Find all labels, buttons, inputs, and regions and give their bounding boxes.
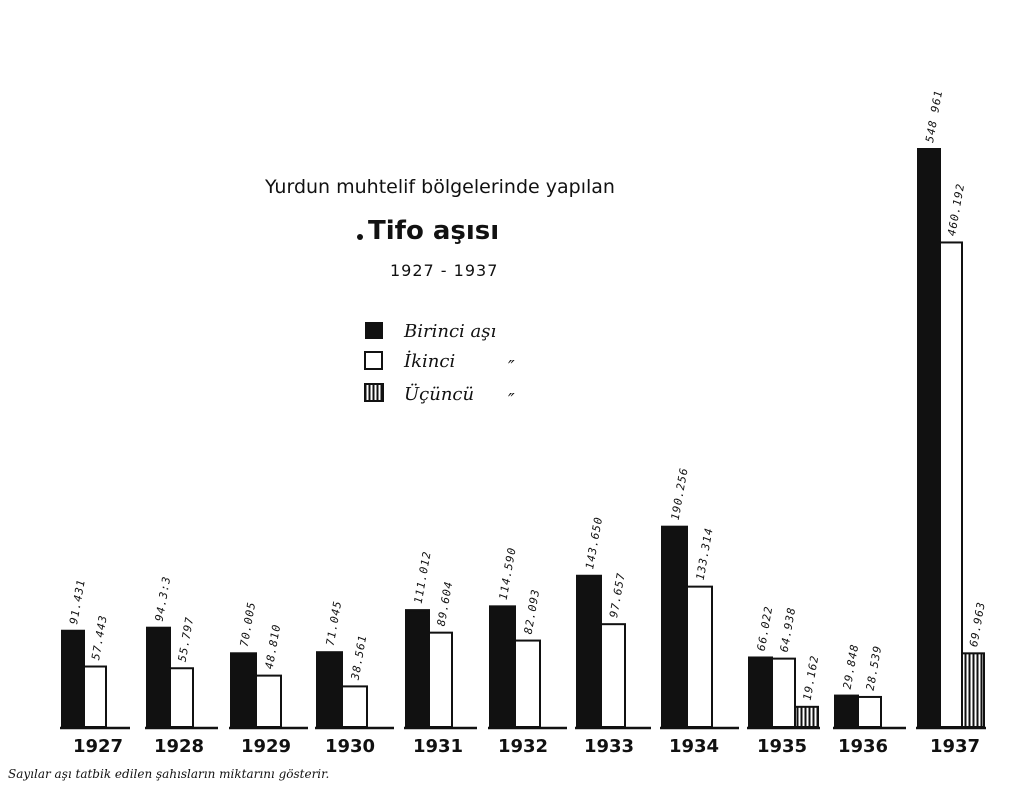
- year-label-1933: 1933: [584, 736, 634, 757]
- legend-swatch-ucuncu: [364, 383, 384, 402]
- legend-ditto-ikinci: ″: [508, 357, 515, 378]
- legend-ditto-ucuncu: ″: [508, 390, 515, 411]
- bar-ikinci-1934: [686, 585, 713, 728]
- value-label-birinci-1933: 143.650: [583, 515, 605, 570]
- bar-birinci-1927: [61, 629, 85, 729]
- value-label-ikinci-1937: 460.192: [945, 182, 967, 237]
- value-label-ikinci-1932: 82.093: [522, 588, 543, 635]
- value-label-ikinci-1928: 55.797: [176, 615, 197, 662]
- bar-birinci-1930: [316, 651, 343, 728]
- value-label-ikinci-1930: 38.561: [348, 634, 369, 682]
- year-label-1928: 1928: [154, 736, 204, 757]
- year-labels-layer: 1927 1928 1929 1930 1931 1932 1933 1934 1935 1936…: [73, 736, 980, 757]
- value-label-ucuncu-1937: 69.963: [967, 601, 988, 648]
- value-label-ikinci-1927: 57.443: [89, 614, 110, 661]
- bar-ucuncu-1937: [961, 652, 985, 728]
- chart-title: Yurdun muhtelif bölgelerinde yapılan: [264, 176, 615, 198]
- value-label-birinci-1936: 29.848: [841, 643, 862, 690]
- bar-ikinci-1930: [341, 685, 368, 728]
- legend: Birinci aşı İkinci ″ Üçüncü ″: [364, 321, 515, 411]
- chart-period: 1927 - 1937: [390, 261, 498, 280]
- year-label-1934: 1934: [669, 736, 719, 757]
- legend-swatch-ikinci: [364, 351, 383, 370]
- bar-ikinci-1929: [255, 674, 282, 728]
- bar-ikinci-1932: [514, 639, 541, 729]
- value-label-ikinci-1931: 89.604: [435, 580, 456, 627]
- bar-ikinci-1931: [428, 631, 453, 729]
- year-label-1927: 1927: [73, 736, 123, 757]
- value-label-birinci-1928: 94.3:3: [153, 575, 174, 622]
- bar-birinci-1936: [834, 694, 859, 729]
- bar-ikinci-1936: [857, 695, 882, 729]
- subtitle-dot: [357, 234, 363, 240]
- value-label-birinci-1937: 548 961: [923, 89, 945, 144]
- year-label-1930: 1930: [325, 736, 375, 757]
- chart-subtitle: Tifo aşısı: [368, 216, 499, 246]
- bar-birinci-1935: [748, 656, 773, 728]
- bar-birinci-1931: [405, 609, 430, 728]
- value-label-ikinci-1929: 48.810: [263, 623, 284, 670]
- value-label-birinci-1927: 91.431: [67, 578, 88, 625]
- bars-layer: [61, 148, 985, 729]
- bar-birinci-1934: [661, 525, 688, 728]
- value-label-birinci-1932: 114.590: [497, 546, 519, 601]
- bar-ikinci-1935: [771, 657, 796, 728]
- footnote: Sayılar aşı tatbik edilen şahısların mik…: [8, 767, 329, 781]
- bar-ikinci-1927: [83, 665, 107, 728]
- bar-birinci-1933: [576, 574, 602, 728]
- bar-ikinci-1937: [939, 241, 963, 728]
- bar-ucuncu-1935: [794, 705, 819, 728]
- value-label-ikinci-1935: 64.938: [778, 606, 799, 653]
- value-label-ikinci-1936: 28.539: [864, 644, 885, 691]
- year-label-1929: 1929: [241, 736, 291, 757]
- value-label-birinci-1929: 70.005: [238, 601, 259, 648]
- bar-birinci-1932: [489, 605, 516, 728]
- year-label-1935: 1935: [757, 736, 807, 757]
- legend-label-ikinci: İkinci: [403, 349, 455, 372]
- value-label-ucuncu-1935: 19.162: [801, 654, 822, 701]
- value-label-ikinci-1933: 97.657: [607, 571, 628, 618]
- year-label-1932: 1932: [498, 736, 548, 757]
- year-label-1936: 1936: [838, 736, 888, 757]
- bar-birinci-1937: [917, 148, 941, 728]
- bar-ikinci-1928: [169, 667, 194, 729]
- legend-swatch-birinci: [365, 322, 383, 339]
- bar-birinci-1928: [146, 626, 171, 728]
- bar-ikinci-1933: [600, 623, 626, 728]
- legend-label-birinci: Birinci aşı: [403, 321, 496, 342]
- legend-label-ucuncu: Üçüncü: [404, 382, 474, 405]
- value-label-ikinci-1934: 133.314: [694, 526, 716, 581]
- year-label-1931: 1931: [413, 736, 463, 757]
- bar-birinci-1929: [230, 652, 257, 728]
- value-label-birinci-1930: 71.045: [324, 599, 345, 646]
- year-label-1937: 1937: [930, 736, 980, 757]
- value-label-birinci-1935: 66.022: [755, 605, 776, 652]
- value-label-birinci-1934: 190.256: [669, 466, 691, 521]
- value-label-birinci-1931: 111.012: [412, 550, 434, 605]
